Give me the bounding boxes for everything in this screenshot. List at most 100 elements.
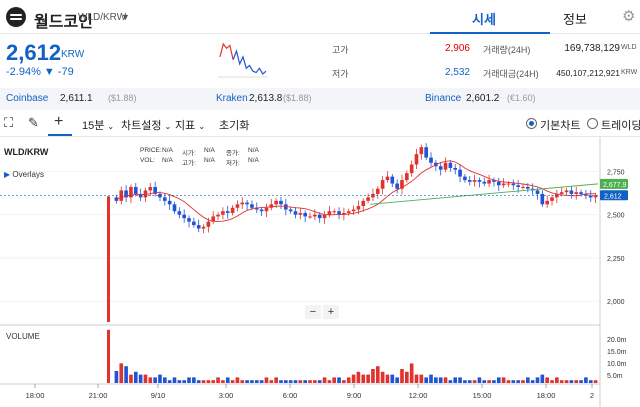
candle-body xyxy=(424,147,428,158)
candle-body xyxy=(230,207,235,213)
candle-body xyxy=(211,216,216,222)
volume-bar xyxy=(361,374,366,383)
reset-button[interactable]: 초기화 xyxy=(219,120,250,132)
candle-body xyxy=(259,209,264,212)
candle-body xyxy=(366,197,370,201)
price-chart[interactable]: 2,750 2,500 2,250 2,000 20.0m 15.0m 10.0m 5.0m 1… xyxy=(0,137,640,407)
candle-body xyxy=(545,200,549,205)
volume-bar xyxy=(107,329,110,383)
volume-bar xyxy=(438,377,443,383)
price-unit: KRW xyxy=(61,49,85,60)
source-binance-eur: (€1.60) xyxy=(507,93,536,103)
app-header: 월드코인 WLD/KRW ▼ 시세 정보 ⚙ xyxy=(0,0,640,34)
chart-canvas[interactable]: 2,750 2,500 2,250 2,000 20.0m 15.0m 10.0m 5.0m 1… xyxy=(0,137,640,407)
source-binance-name: Binance xyxy=(425,93,462,104)
source-binance-value: 2,601.2 xyxy=(466,93,500,104)
volume-bar xyxy=(351,374,356,383)
ohlc-vol-label: VOL: xyxy=(140,157,155,164)
zoom-out-button[interactable]: − xyxy=(305,305,321,319)
volume-bar xyxy=(487,380,491,383)
candle-body xyxy=(385,176,390,181)
ohlc-low: N/A xyxy=(248,157,259,164)
candle-body xyxy=(206,221,211,227)
volume-bar xyxy=(177,380,182,383)
interval-selector[interactable]: 15분 ⌄ xyxy=(82,117,114,133)
volume-bar xyxy=(308,380,312,383)
candle-body xyxy=(153,187,157,194)
high-label: 고가 xyxy=(332,45,349,55)
volume-bar xyxy=(303,380,307,383)
ohlc-price: N/A xyxy=(162,147,173,154)
indicators-label: 지표 xyxy=(175,120,196,132)
candle-body xyxy=(414,154,419,165)
price-change: -2.94% ▼ -79 xyxy=(6,66,74,78)
tab-info[interactable]: 정보 xyxy=(563,12,587,27)
volume-bar xyxy=(569,380,574,383)
volume-bar xyxy=(221,380,225,383)
fullscreen-icon[interactable]: ⛶ xyxy=(4,115,14,130)
candle-body xyxy=(235,204,240,208)
ohlc-high-label: 고가: xyxy=(182,160,196,167)
chevron-down-icon[interactable]: ▼ xyxy=(121,12,130,22)
volume-value: 169,738,129 xyxy=(564,43,620,54)
volume-bar xyxy=(225,377,230,383)
volume-bar xyxy=(380,371,385,383)
volume-bar xyxy=(129,374,133,383)
candle-body xyxy=(438,166,443,170)
candle-body xyxy=(584,193,588,196)
volume-bar xyxy=(235,377,240,383)
trend-price-badge xyxy=(600,178,628,189)
volume-bar xyxy=(482,380,487,383)
tradingview-label[interactable]: 트레이딩뷰 xyxy=(601,120,640,132)
candle-body xyxy=(264,207,269,212)
candle-body xyxy=(274,200,278,205)
interval-label: 15분 xyxy=(82,120,105,132)
sparkline-up-segment xyxy=(219,42,234,60)
zoom-in-button[interactable]: + xyxy=(323,305,339,319)
candle-body xyxy=(482,181,487,184)
candle-body xyxy=(511,183,516,186)
indicators-menu[interactable]: 지표 ⌄ xyxy=(175,117,205,133)
candle-body xyxy=(148,187,153,191)
active-tab-indicator xyxy=(430,32,550,34)
volume-bar xyxy=(429,374,433,383)
candle-body xyxy=(279,200,283,205)
volume-bar xyxy=(269,380,274,383)
source-kraken-usd: ($1.88) xyxy=(283,93,312,103)
candle-body xyxy=(313,214,317,217)
gear-icon[interactable]: ⚙ xyxy=(622,8,636,25)
tradingview-radio[interactable] xyxy=(587,118,598,129)
trend-price-badge-text: 2,677.9 xyxy=(603,182,626,189)
candle-body xyxy=(400,180,404,189)
crosshair-icon[interactable]: + xyxy=(54,113,64,130)
source-kraken-name: Kraken xyxy=(216,93,248,104)
volume-bar xyxy=(201,380,206,383)
volume-bar xyxy=(211,380,216,383)
source-coinbase-usd: ($1.88) xyxy=(108,93,137,103)
tab-price[interactable]: 시세 xyxy=(472,12,496,27)
volume-bar xyxy=(366,374,370,383)
volume-bar xyxy=(501,377,506,383)
source-coinbase-value: 2,611.1 xyxy=(60,93,93,104)
candle-body xyxy=(332,211,337,213)
volume-bar xyxy=(593,380,598,383)
overlays-toggle[interactable]: ▶ Overlays xyxy=(4,170,44,179)
candle-body xyxy=(167,200,172,205)
volume-bar xyxy=(167,380,172,383)
volume-bar xyxy=(245,380,249,383)
volume-bar xyxy=(434,377,438,383)
candle-body xyxy=(269,204,274,208)
candle-body xyxy=(133,187,138,194)
volume-bar xyxy=(119,363,124,383)
pair-selector[interactable]: WLD/KRW xyxy=(78,12,127,23)
basic-chart-label[interactable]: 기본차트 xyxy=(540,120,581,132)
chart-settings-menu[interactable]: 차트설정 ⌄ xyxy=(121,117,171,133)
moving-average-line xyxy=(116,160,596,223)
candle-body xyxy=(288,209,293,212)
basic-chart-radio[interactable] xyxy=(526,118,537,129)
pencil-icon[interactable]: ✎ xyxy=(28,115,39,130)
candle-body xyxy=(298,212,303,215)
candle-body xyxy=(429,157,433,163)
candle-body xyxy=(322,214,327,219)
candle-body xyxy=(240,202,245,205)
